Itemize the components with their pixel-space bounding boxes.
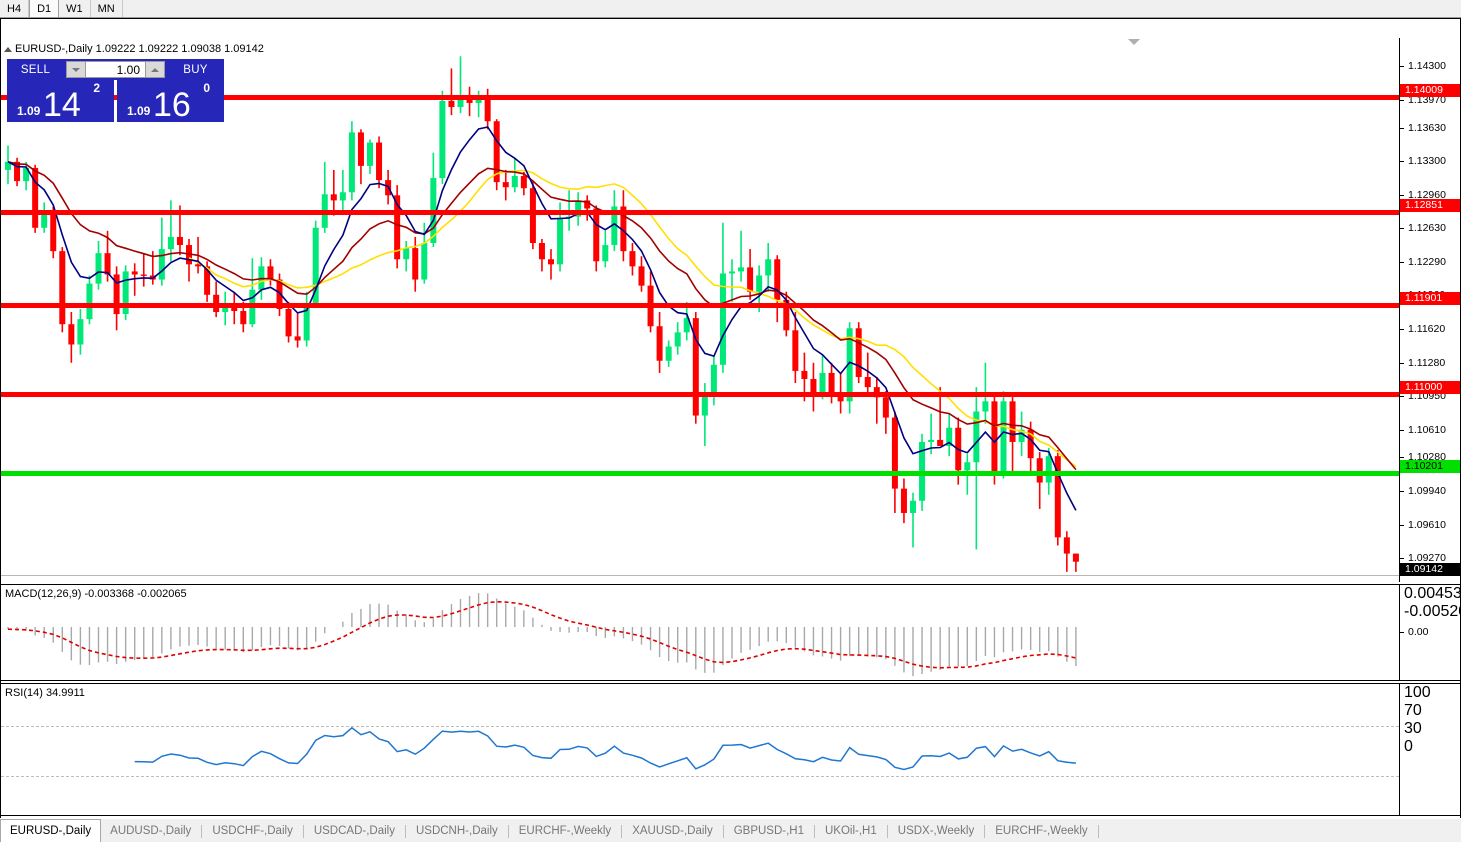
current-price-line [1,575,1399,576]
timeframe-toolbar: H4 D1 W1 MN [0,0,1461,18]
price-tick: 1.13630 [1400,122,1460,134]
timeframe-d1[interactable]: D1 [29,0,60,17]
level-badge-1-10201[interactable]: 1.10201 [1400,460,1460,473]
tab-divider [302,825,304,838]
tab-divider [984,825,986,838]
chart-tab-eurchf-weekly-2[interactable]: EURCHF-,Weekly [995,825,1088,837]
price-tick: 1.13970 [1400,94,1460,106]
buy-price-prefix: 1.09 [127,104,151,118]
chart-tab-gbpusd-h1[interactable]: GBPUSD-,H1 [733,825,804,837]
buy-price-big: 16 [153,86,191,124]
price-tick: 1.12290 [1400,256,1460,268]
buy-price-point: 0 [203,81,210,95]
tab-divider [814,825,815,838]
macd-label: MACD(12,26,9) -0.003368 -0.002065 [5,588,187,600]
rsi-label: RSI(14) 34.9911 [5,687,85,699]
chart-tab-bar: EURUSD-,Daily AUDUSD-,Daily USDCHF-,Dail… [0,819,1461,842]
chart-tab-usdx-weekly[interactable]: USDX-,Weekly [897,825,975,837]
chart-tab-ukoil-h1[interactable]: UKOil-,H1 [825,825,877,837]
rsi-pane[interactable]: RSI(14) 34.9911 100 70 30 0 [1,683,1460,815]
rsi-tick: 70 [1404,702,1422,719]
sell-price-point: 2 [93,81,100,95]
level-line-1-11901[interactable] [1,303,1399,308]
level-line-1-14009[interactable] [1,95,1399,100]
price-tick: 1.11280 [1400,357,1460,369]
price-tick: 1.09270 [1400,552,1460,564]
chart-frame: EURUSD-,Daily 1.09222 1.09222 1.09038 1.… [0,18,1461,833]
macd-svg [7,593,1077,677]
collapse-chevron-icon[interactable] [1128,39,1140,45]
chart-tab-audusd-daily[interactable]: AUDUSD-,Daily [110,825,192,837]
volume-stepper[interactable]: 1.00 [64,59,167,80]
level-badge-1-11901[interactable]: 1.11901 [1400,292,1460,305]
price-tick: 1.12960 [1400,189,1460,201]
price-tick: 1.11620 [1400,323,1460,335]
level-line-1-11000[interactable] [1,392,1399,397]
buy-button[interactable]: BUY [167,59,224,80]
octp-quote-row: 1.09 14 2 1.09 16 0 [7,80,224,124]
macd-tick: 0.004536 [1404,585,1460,602]
level-badge-1-12851[interactable]: 1.12851 [1400,199,1460,212]
rsi-axis: 100 70 30 0 [1399,684,1460,815]
macd-tick: -0.005205 [1404,603,1460,620]
timeframe-mn[interactable]: MN [91,0,123,17]
price-pane[interactable]: EURUSD-,Daily 1.09222 1.09222 1.09038 1.… [1,38,1460,582]
price-plot-area[interactable] [1,38,1399,582]
sell-price-prefix: 1.09 [17,104,41,118]
price-tick: 1.10610 [1400,424,1460,436]
octp-top-row: SELL 1.00 BUY [7,59,224,80]
level-line-1-12851[interactable] [1,210,1399,215]
rsi-level-70-line [1,726,1399,727]
chart-tab-eurchf-weekly-1[interactable]: EURCHF-,Weekly [518,825,612,837]
tab-divider [201,825,203,838]
tab-divider [507,825,509,838]
chevron-down-icon [72,67,80,72]
tab-divider [404,825,406,838]
level-badge-1-14009[interactable]: 1.14009 [1400,84,1460,97]
timeframe-w1[interactable]: W1 [59,0,91,17]
chart-tab-eurusd-daily[interactable]: EURUSD-,Daily [0,819,102,842]
current-price-badge: 1.09142 [1400,563,1460,576]
symbol-ohlc-label: EURUSD-,Daily 1.09222 1.09222 1.09038 1.… [15,43,264,55]
tab-divider [621,825,623,838]
rsi-tick: 100 [1404,684,1431,701]
volume-increment-button[interactable] [145,61,165,78]
sell-price-big: 14 [43,86,81,124]
sell-button[interactable]: SELL [7,59,64,80]
price-tick: 1.09940 [1400,485,1460,497]
tab-divider [722,825,724,838]
tab-divider [886,825,888,838]
expand-triangle-icon[interactable] [4,47,12,52]
macd-axis: 0.004536 0.00 -0.005205 [1399,585,1460,680]
chevron-up-icon [151,67,159,72]
rsi-plot-area[interactable] [1,684,1399,815]
volume-input[interactable]: 1.00 [86,61,145,78]
macd-plot-area[interactable] [1,585,1399,680]
price-tick: 1.14300 [1400,60,1460,72]
level-badge-1-11000[interactable]: 1.11000 [1400,381,1460,394]
rsi-tick: 0 [1404,738,1413,755]
rsi-tick: 30 [1404,720,1422,737]
rsi-svg [134,726,1076,771]
chart-tab-usdcad-daily[interactable]: USDCAD-,Daily [313,825,395,837]
macd-tick: 0.00 [1400,626,1460,638]
one-click-trading-panel[interactable]: SELL 1.00 BUY 1.09 14 2 1.09 [7,59,224,124]
rsi-level-30-line [1,776,1399,777]
volume-decrement-button[interactable] [66,61,86,78]
price-axis[interactable]: 1.14300 1.13970 1.13630 1.13300 1.12960 … [1399,38,1460,582]
chart-tab-usdcnh-daily[interactable]: USDCNH-,Daily [415,825,498,837]
chart-tab-xauusd-daily[interactable]: XAUUSD-,Daily [632,825,713,837]
price-tick: 1.13300 [1400,155,1460,167]
sell-price-display[interactable]: 1.09 14 2 [7,80,114,124]
macd-pane[interactable]: MACD(12,26,9) -0.003368 -0.002065 0.0045… [1,584,1460,681]
level-line-1-10201[interactable] [1,471,1399,476]
price-tick: 1.09610 [1400,519,1460,531]
price-tick: 1.12630 [1400,222,1460,234]
buy-price-display[interactable]: 1.09 16 0 [117,80,224,124]
tab-divider [1097,825,1099,838]
chart-tab-usdchf-daily[interactable]: USDCHF-,Daily [212,825,293,837]
timeframe-h4[interactable]: H4 [0,0,30,17]
